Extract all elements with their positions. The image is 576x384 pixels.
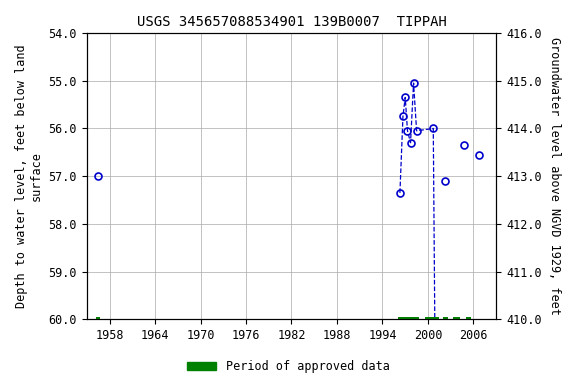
Y-axis label: Depth to water level, feet below land
surface: Depth to water level, feet below land su… (15, 45, 43, 308)
Legend: Period of approved data: Period of approved data (182, 356, 394, 378)
Y-axis label: Groundwater level above NGVD 1929, feet: Groundwater level above NGVD 1929, feet (548, 37, 561, 315)
Title: USGS 345657088534901 139B0007  TIPPAH: USGS 345657088534901 139B0007 TIPPAH (137, 15, 446, 29)
